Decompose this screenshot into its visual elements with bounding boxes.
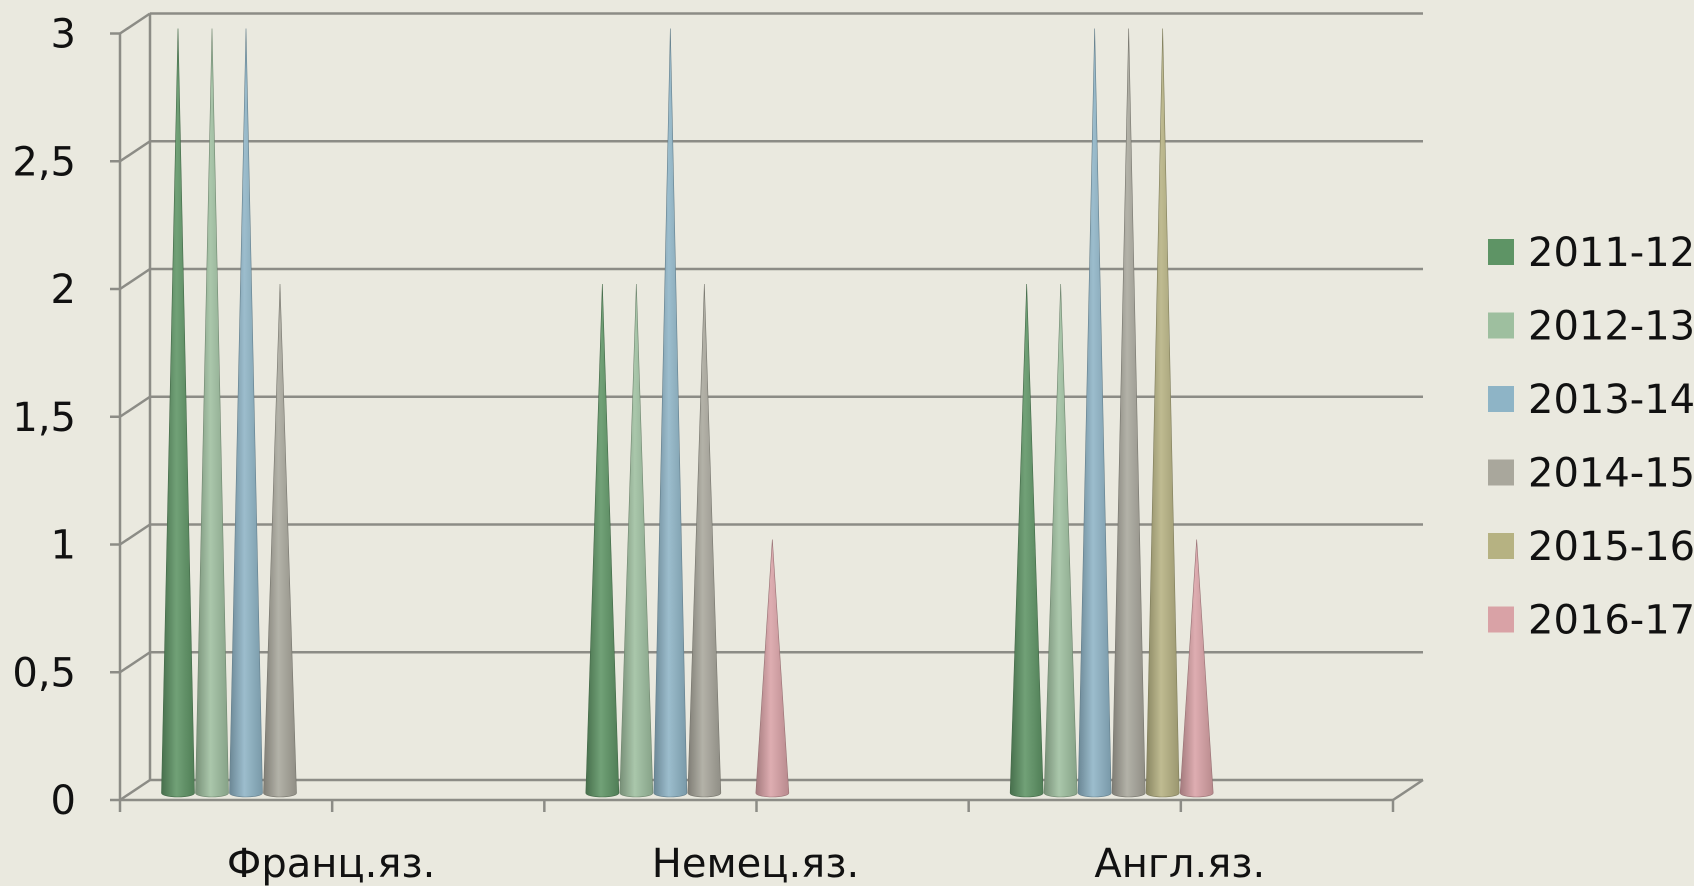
legend-label: 2016-17 [1528,598,1694,644]
gridline-diagonal [119,523,151,546]
cone-2011-12-3 [1009,283,1044,798]
x-category-label: Немец.яз. [652,841,859,886]
legend: 2011-12 2012-13 2013-14 2014-15 2015-16 2016-… [1488,230,1694,644]
cone-2013-14-3 [1077,28,1112,798]
cone-2016-17-3 [1179,539,1214,798]
legend-swatch [1488,533,1514,559]
axes: 0 0,5 1 1,5 2 2,5 3 Франц.яз. Немец.яз. Англ.яз. [12,12,1424,886]
y-tick-label: 0 [51,778,76,824]
legend-swatch [1488,239,1514,265]
cone-2014-15-3 [1111,28,1146,798]
grid [119,12,1423,802]
legend-label: 2012-13 [1528,304,1694,350]
gridline-diagonal [119,395,151,418]
legend-swatch [1488,312,1514,339]
cone-2014-15-2 [687,283,722,798]
gridline-diagonal [119,267,151,291]
cone-2016-17-2 [755,539,790,798]
gridline-diagonal [119,778,151,802]
y-tick-label: 0,5 [12,650,76,696]
legend-label: 2014-15 [1528,451,1694,497]
cone-2013-14-2 [653,28,688,798]
y-tick-label: 1 [51,523,76,569]
cone-2015-16-3 [1145,28,1180,798]
legend-label: 2015-16 [1528,524,1694,570]
y-tick-label: 2,5 [12,139,76,185]
gridline-diagonal [119,12,151,35]
floor-edge [1392,778,1424,802]
gridline-diagonal [119,651,151,674]
cone-2012-13-2 [619,283,654,798]
legend-swatch [1488,459,1514,486]
x-category-label: Франц.яз. [227,841,435,886]
legend-label: 2011-12 [1528,230,1694,276]
legend-label: 2013-14 [1528,377,1694,423]
cone-2012-13-3 [1043,283,1078,798]
cone-2011-12-2 [585,283,620,798]
plot-area [161,28,1214,798]
legend-swatch [1488,606,1514,633]
y-tick-label: 3 [51,12,76,58]
y-tick-label: 1,5 [12,395,76,441]
cone-2012-13-1 [195,28,229,798]
y-tick-label: 2 [51,267,76,313]
legend-swatch [1488,386,1514,412]
x-category-label: Англ.яз. [1094,841,1265,886]
cone-2013-14-1 [229,28,263,798]
cone-2011-12-1 [161,28,195,798]
gridline-diagonal [119,140,151,163]
cone-2014-15-1 [263,283,297,798]
